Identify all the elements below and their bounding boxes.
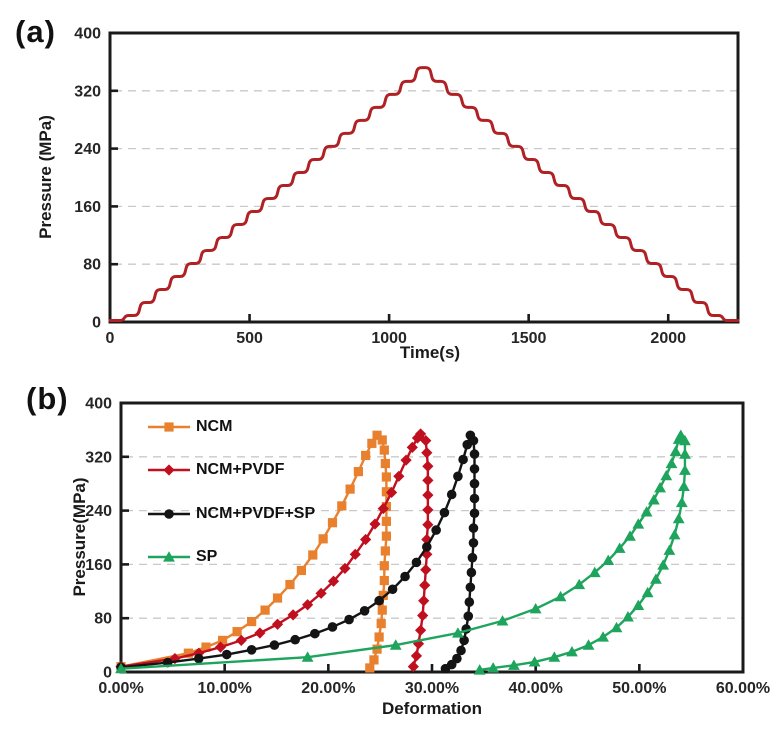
- x-tick-label: 20.00%: [301, 680, 355, 697]
- y-tick-label: 240: [74, 141, 101, 158]
- chart-b-x-axis-title: Deformation: [381, 699, 483, 718]
- y-tick-label: 400: [85, 396, 112, 413]
- panel-a-label: (a): [15, 14, 56, 49]
- y-tick-label: 80: [94, 611, 112, 628]
- tick-labels-a: 0 500 1000 1500 2000 0 80 160 240 320 400: [74, 26, 686, 348]
- series-ncm-pvdf-sp: [116, 430, 480, 674]
- x-tick-label: 2000: [650, 330, 686, 347]
- tick-labels-b: 0.00% 10.00% 20.00% 30.00% 40.00% 50.00% 60.00…: [85, 396, 770, 698]
- y-tick-label: 80: [83, 257, 101, 274]
- chart-a-y-axis-title: Pressure (MPa): [36, 115, 55, 239]
- y-tick-label: 400: [74, 26, 101, 43]
- series-sp: [115, 429, 691, 675]
- chart-a-x-axis-title: Time(s): [399, 343, 461, 362]
- x-tick-label: 60.00%: [716, 680, 770, 697]
- chart-a-panel: 0 500 1000 1500 2000 0 80 160 240 320 400 (a) Pres…: [15, 14, 740, 362]
- y-tick-label: 320: [85, 449, 112, 466]
- gridlines-b: [125, 456, 743, 619]
- chart-a-canvas: 0 500 1000 1500 2000 0 80 160 240 320 400: [74, 26, 740, 348]
- gridlines-a: [114, 90, 738, 265]
- x-tick-label: 40.00%: [509, 680, 563, 697]
- plot-frame-a: [108, 31, 740, 324]
- x-tick-label: 1500: [511, 330, 547, 347]
- x-tick-label: 30.00%: [405, 680, 459, 697]
- y-tick-label: 240: [85, 503, 112, 520]
- x-tick-label: 10.00%: [198, 680, 252, 697]
- y-tick-label: 160: [85, 557, 112, 574]
- x-tick-label: 500: [236, 330, 263, 347]
- series-stepwise-pressure-profile: [108, 66, 740, 323]
- chart-b-y-axis-title: Pressure(MPa): [70, 477, 89, 597]
- x-tick-label: 50.00%: [612, 680, 666, 697]
- y-tick-label: 320: [74, 83, 101, 100]
- y-tick-label: 160: [74, 199, 101, 216]
- chart-b-canvas: 0.00% 10.00% 20.00% 30.00% 40.00% 50.00% 60.00…: [85, 396, 770, 698]
- x-tick-label: 0.00%: [98, 680, 143, 697]
- y-tick-label: 0: [92, 315, 101, 332]
- x-tick-label: 0: [106, 330, 115, 347]
- chart-b-panel: 0.00% 10.00% 20.00% 30.00% 40.00% 50.00% 60.00…: [0, 373, 780, 746]
- tick-marks-a: [110, 89, 670, 322]
- x-tick-label: 1000: [371, 330, 407, 347]
- panel-b-label: (b): [26, 381, 69, 416]
- y-tick-label: 0: [103, 665, 112, 682]
